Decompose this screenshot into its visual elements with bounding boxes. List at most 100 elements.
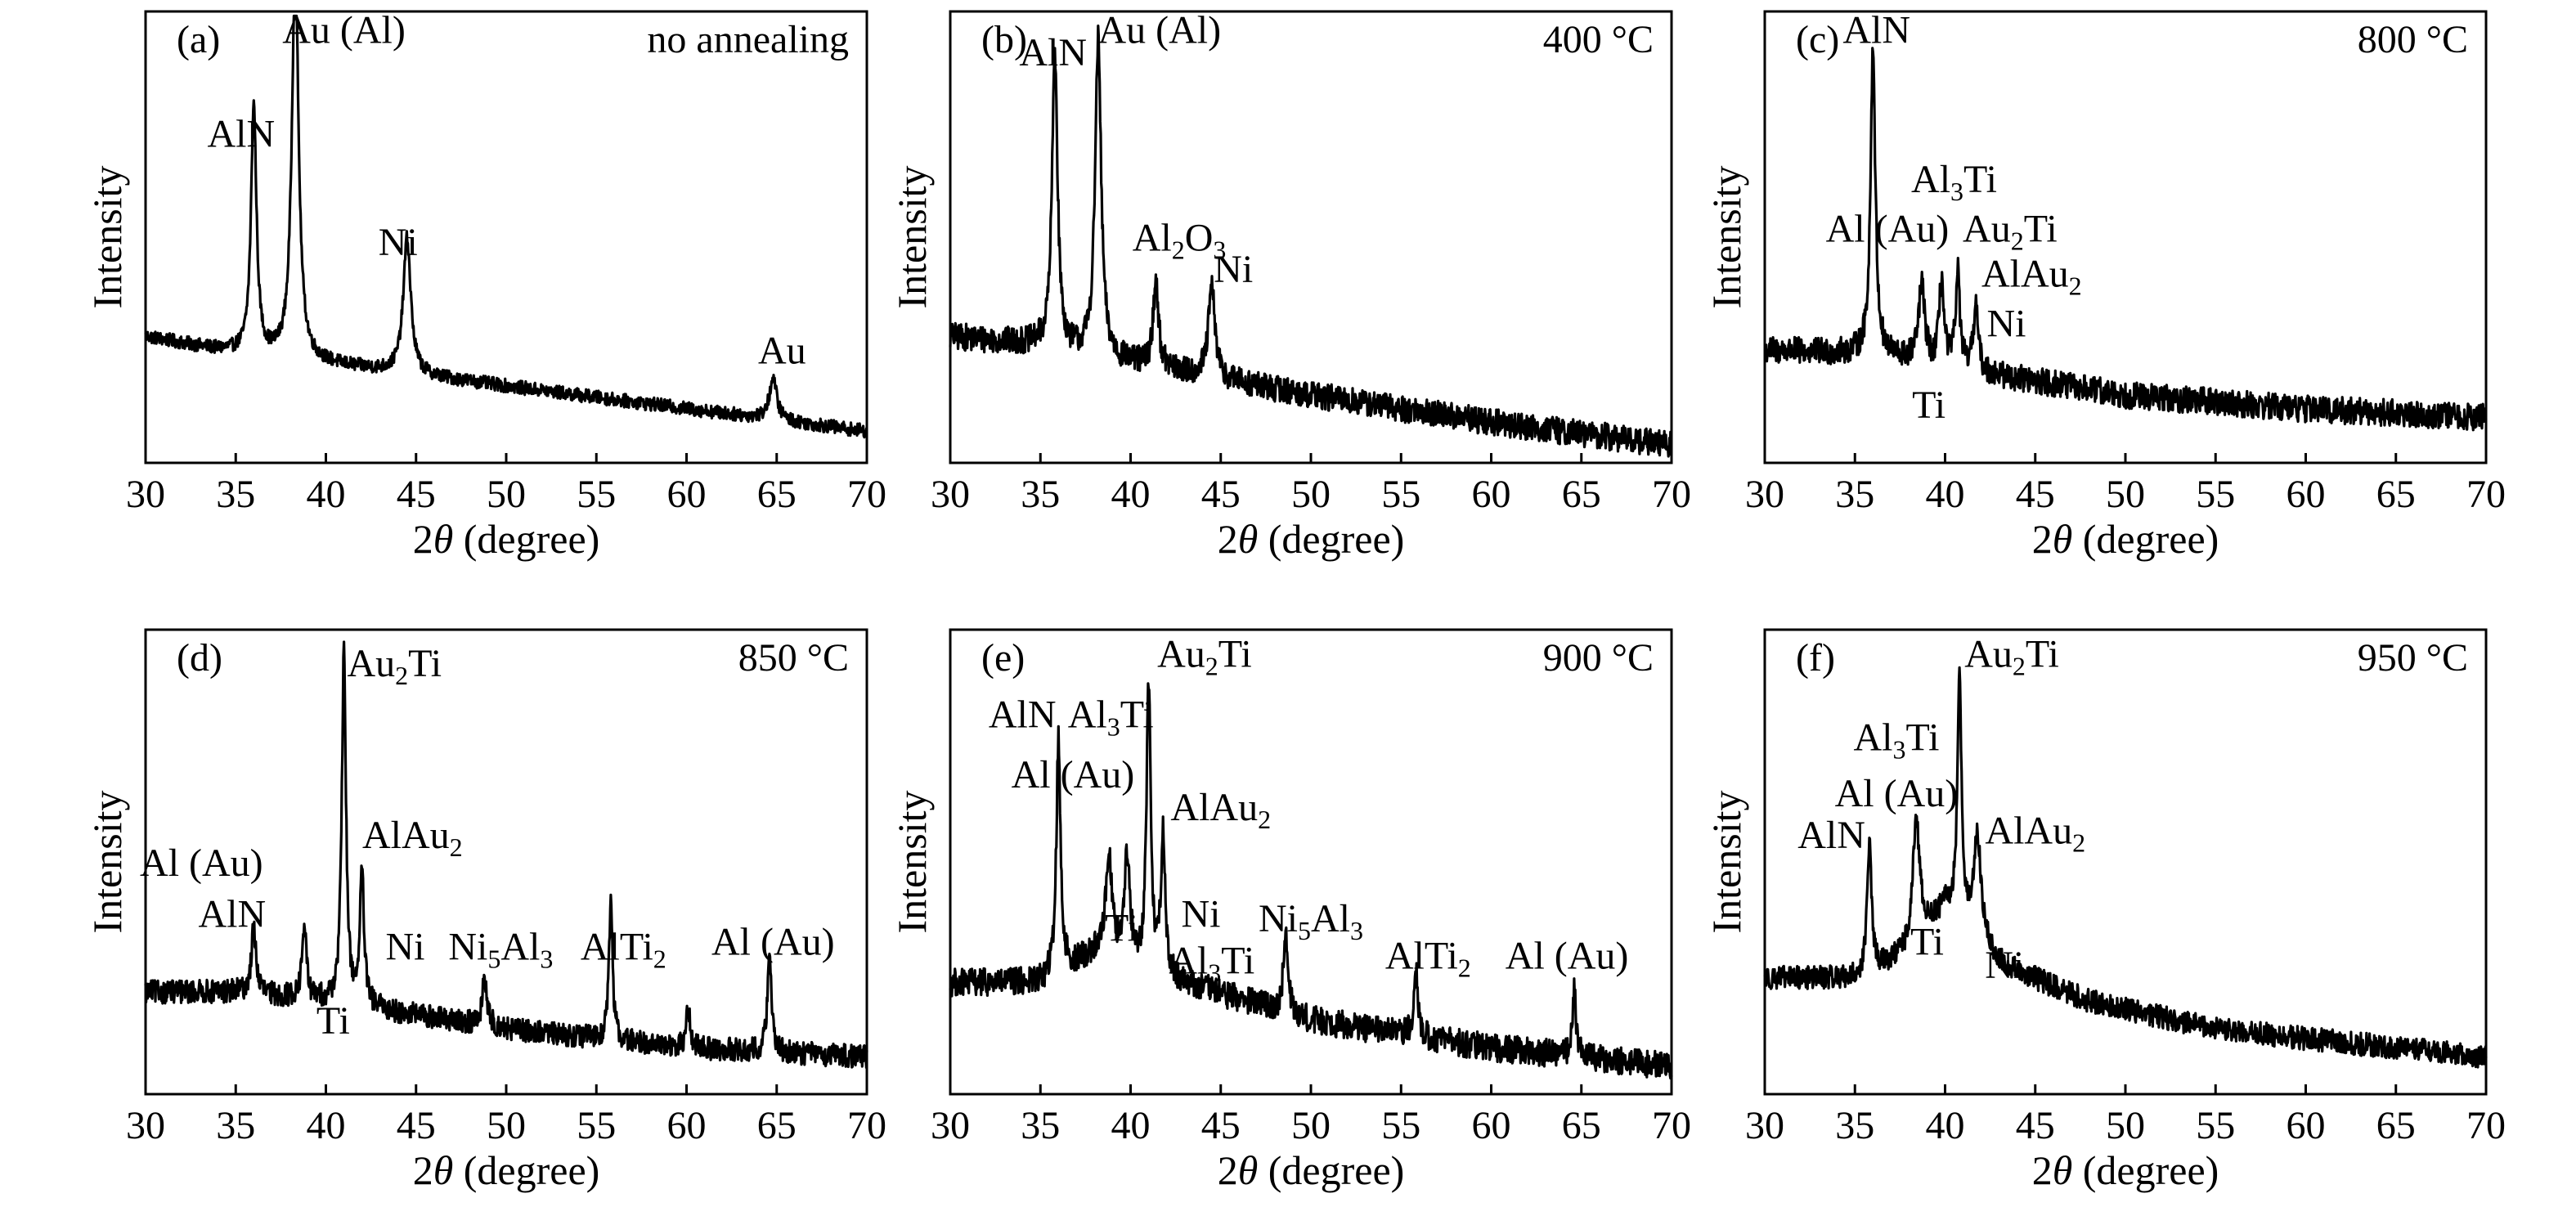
- peak-annotation: Ti: [1912, 384, 1945, 427]
- x-tick-label: 35: [216, 1104, 255, 1147]
- peak-annotation: Al (Au): [1506, 935, 1629, 978]
- x-tick-label: 40: [1111, 473, 1151, 516]
- peak-annotation: Al (Au): [1012, 753, 1135, 796]
- peak-annotation: AlN: [199, 893, 267, 936]
- x-tick-label: 40: [1926, 473, 1965, 516]
- peak-annotation: Au: [758, 330, 806, 373]
- peak-annotation: Ni: [1986, 302, 2026, 345]
- x-tick-label: 50: [2106, 1104, 2145, 1147]
- peak-annotation: AlN: [1842, 9, 1910, 52]
- xrd-trace: [144, 640, 868, 1070]
- xrd-panel-5: 30 35 40 45 50 55 60 65 70 2θ (degree) Intensity (e…: [889, 628, 1691, 1193]
- peak-annotation: Au2Ti: [1964, 632, 2059, 680]
- x-tick-label: 65: [2376, 473, 2416, 516]
- x-tick-label: 55: [1381, 1104, 1420, 1147]
- x-tick-label: 65: [1562, 473, 1601, 516]
- peak-annotation: Al (Au): [711, 921, 835, 964]
- x-tick-label: 35: [1021, 1104, 1060, 1147]
- peak-annotation: Al3Ti: [1911, 158, 1997, 206]
- condition-label: 400 °C: [1543, 18, 1654, 61]
- xrd-trace: [1763, 47, 2488, 432]
- peak-annotation: AlN: [989, 693, 1057, 736]
- x-tick-label: 40: [1111, 1104, 1151, 1147]
- x-tick-label: 65: [757, 473, 797, 516]
- xrd-trace: [949, 25, 1673, 458]
- panel-label: (c): [1796, 18, 1839, 61]
- peak-annotation: AlTi2: [1385, 935, 1471, 983]
- panel-label: (f): [1796, 636, 1835, 680]
- x-tick-label: 50: [1291, 1104, 1331, 1147]
- peak-annotation: AlAu2: [1985, 809, 2085, 857]
- condition-label: 800 °C: [2358, 18, 2468, 61]
- x-tick-label: 60: [1472, 1104, 1511, 1147]
- peak-annotation: Au (Al): [282, 9, 406, 52]
- peak-annotation: Au (Al): [1097, 9, 1221, 52]
- peak-annotation: Ni5Al3: [448, 925, 553, 973]
- x-tick-label: 35: [1835, 473, 1874, 516]
- x-tick-label: 40: [307, 1104, 346, 1147]
- peak-annotation: Ni: [379, 221, 418, 264]
- x-tick-label: 50: [487, 1104, 526, 1147]
- peak-annotation: AlN: [1797, 814, 1865, 857]
- xrd-trace: [949, 682, 1673, 1080]
- panel-label: (b): [981, 18, 1027, 61]
- x-tick-label: 65: [1562, 1104, 1601, 1147]
- x-tick-label: 70: [847, 1104, 886, 1147]
- peak-annotation: Ni: [386, 925, 425, 968]
- peak-annotation: AlTi2: [581, 925, 666, 973]
- condition-label: 850 °C: [738, 636, 849, 680]
- xrd-panel-4: 30 35 40 45 50 55 60 65 70 2θ (degree) Intensity (d…: [84, 628, 886, 1193]
- xrd-trace: [144, 14, 868, 439]
- x-tick-label: 35: [1835, 1104, 1874, 1147]
- x-tick-label: 45: [2016, 1104, 2055, 1147]
- x-tick-label: 30: [126, 473, 165, 516]
- x-tick-label: 45: [397, 1104, 436, 1147]
- x-tick-label: 60: [667, 473, 707, 516]
- x-tick-label: 60: [2287, 1104, 2326, 1147]
- panel-label: (d): [177, 636, 222, 680]
- peak-annotation: AlAu2: [1170, 786, 1271, 834]
- peak-annotation: Ni: [1181, 893, 1220, 936]
- peak-annotation: Al3Ti: [1169, 939, 1254, 987]
- x-axis-label: 2θ (degree): [413, 1147, 600, 1193]
- peak-annotation: Ti: [1910, 921, 1944, 964]
- x-tick-label: 60: [667, 1104, 707, 1147]
- x-axis-label: 2θ (degree): [1218, 1147, 1405, 1193]
- peak-annotation: AlAu2: [362, 814, 463, 862]
- x-tick-label: 55: [2196, 473, 2235, 516]
- peak-annotation: Al (Au): [1826, 208, 1950, 251]
- x-axis-label: 2θ (degree): [1218, 516, 1405, 562]
- x-tick-label: 60: [1472, 473, 1511, 516]
- x-tick-label: 55: [577, 1104, 616, 1147]
- xrd-panel-6: 30 35 40 45 50 55 60 65 70 2θ (degree) Intensity (f…: [1703, 628, 2506, 1193]
- x-tick-label: 35: [216, 473, 255, 516]
- peak-annotation: Ti: [1105, 907, 1138, 950]
- peak-annotation: Al2O3: [1133, 217, 1227, 265]
- x-tick-label: 45: [2016, 473, 2055, 516]
- x-tick-label: 70: [2466, 473, 2506, 516]
- xrd-panel-3: 30 35 40 45 50 55 60 65 70 2θ (degree) Intensity (c…: [1703, 9, 2506, 562]
- x-tick-label: 35: [1021, 473, 1060, 516]
- peak-annotation: Au2Ti: [1963, 208, 2058, 256]
- x-tick-label: 65: [757, 1104, 797, 1147]
- panel-label: (e): [981, 636, 1025, 680]
- x-tick-label: 40: [1926, 1104, 1965, 1147]
- peak-annotation: Au2Ti: [1157, 632, 1252, 680]
- peak-annotation: Ni5Al3: [1259, 897, 1363, 945]
- peak-annotation: AlAu2: [1981, 253, 2082, 301]
- peak-annotation: Ni: [1985, 944, 2024, 987]
- plot-frame: [1763, 628, 2488, 1096]
- xrd-panel-1: 30 35 40 45 50 55 60 65 70 2θ (degree) Intensity (a…: [84, 9, 886, 562]
- peak-annotation: Al (Au): [140, 841, 263, 885]
- x-tick-label: 65: [2376, 1104, 2416, 1147]
- x-tick-label: 40: [307, 473, 346, 516]
- x-tick-label: 50: [487, 473, 526, 516]
- peak-annotation: Al3Ti: [1068, 693, 1154, 741]
- y-axis-label: Intensity: [1703, 791, 1749, 934]
- x-tick-label: 70: [2466, 1104, 2506, 1147]
- x-tick-label: 60: [2287, 473, 2326, 516]
- x-tick-label: 45: [1201, 1104, 1241, 1147]
- condition-label: no annealing: [647, 18, 849, 61]
- x-tick-label: 30: [1745, 1104, 1784, 1147]
- x-axis-label: 2θ (degree): [2032, 516, 2219, 562]
